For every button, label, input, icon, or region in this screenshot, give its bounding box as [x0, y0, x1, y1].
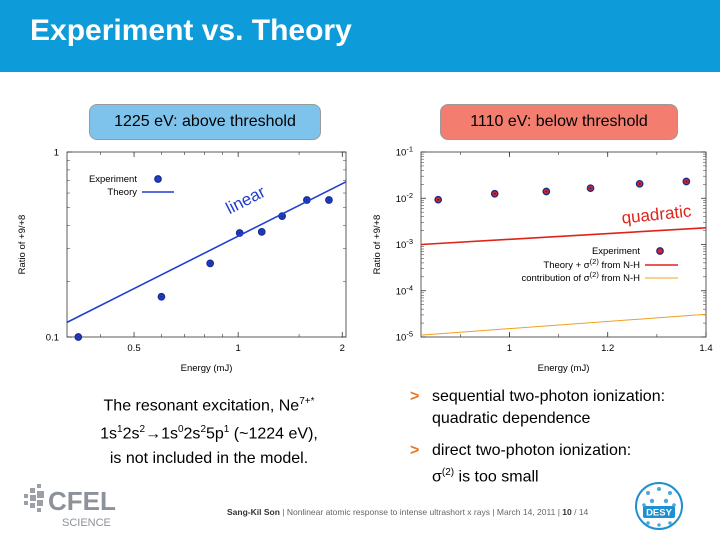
footer-total: / 14: [571, 507, 589, 517]
series-line: [66, 181, 347, 324]
plot-frame: [420, 151, 707, 338]
right-chart: 1 1.2 1.4 10-5 10-4 10-3 10-2 10-1 Energy (mJ) Ra…: [372, 145, 713, 375]
y-tick-label: 10-4: [396, 283, 413, 297]
footer-author: Sang-Kil Son: [227, 507, 280, 517]
caption-superscript: 2: [200, 424, 206, 436]
data-point-center: [589, 187, 592, 190]
x-tick-label: 0.5: [127, 343, 140, 354]
y-axis-label: Ratio of +9/+8: [17, 215, 28, 275]
y-axis-label: Ratio of +9/+8: [372, 215, 383, 275]
data-point-center: [281, 215, 284, 218]
y-tick-label: 0.1: [46, 333, 59, 344]
sigma-symbol: σ: [432, 468, 442, 486]
legend-label: Theory + σ(2) from N-H: [543, 257, 640, 271]
cfel-dots: [24, 484, 44, 512]
desy-logo-text: DESY: [646, 508, 673, 519]
x-tick-label: 2: [340, 343, 345, 354]
caption-superscript: 2: [139, 424, 146, 436]
bullet-text-tail: is too small: [454, 468, 539, 486]
data-point-center: [209, 262, 212, 265]
y-tick-label: 10-5: [396, 330, 413, 344]
caption-fragment: 5p: [206, 425, 224, 443]
cfel-logo: CFEL SCIENCE: [24, 484, 116, 529]
data-point-center: [160, 295, 163, 298]
desy-logo: DESY: [635, 482, 683, 530]
data-point-center: [437, 198, 440, 201]
bullet-list: > sequential two-photon ionization: quad…: [410, 386, 710, 498]
data-point-center: [260, 230, 263, 233]
y-tick-label: 10-1: [396, 145, 413, 159]
caption-fragment: 1s: [100, 425, 118, 443]
right-condition-label: 1110 eV: below threshold: [440, 104, 678, 140]
bullet-mark: >: [410, 388, 420, 405]
caption-superscript: 0: [177, 424, 184, 436]
caption-superscript: 1: [117, 424, 123, 436]
data-point-center: [327, 199, 330, 202]
left-condition-label: 1225 eV: above threshold: [89, 104, 321, 140]
legend-label: Experiment: [592, 246, 640, 257]
series-line: [420, 227, 707, 246]
cfel-logo-text: CFEL: [48, 486, 116, 516]
series-line: [420, 313, 707, 336]
legend-marker: [154, 175, 162, 183]
caption-fragment: (~1224 eV),: [229, 425, 318, 443]
x-tick-label: 1: [236, 343, 241, 354]
bullet-text: sequential two-photon ionization: quadra…: [432, 388, 666, 427]
legend-marker: [656, 247, 664, 255]
caption-sup: 7+*: [299, 396, 315, 407]
x-axis-label: Energy (mJ): [181, 363, 233, 374]
footer-page: 10: [562, 507, 572, 517]
legend-label: Theory: [107, 187, 137, 198]
caption-fragment: 2s: [122, 425, 140, 443]
data-point-center: [685, 180, 688, 183]
caption-fragment: →: [145, 425, 162, 443]
x-tick-label: 1.2: [601, 343, 614, 354]
caption-line2: 1s12s2→1s02s25p1 (~1224 eV),: [64, 418, 354, 446]
y-tick-label: 10-2: [396, 191, 413, 205]
x-tick-label: 1.4: [699, 343, 712, 354]
title-bar: Experiment vs. Theory: [0, 0, 720, 72]
caption-fragment: 2s: [183, 425, 201, 443]
data-point-center: [77, 336, 80, 338]
bullet-item: > sequential two-photon ionization: quad…: [410, 386, 710, 430]
x-axis-label: Energy (mJ): [538, 363, 590, 374]
slide-title: Experiment vs. Theory: [30, 14, 352, 47]
bullet-item: > direct two-photon ionization: σ(2) is …: [410, 440, 710, 488]
legend-label: contribution of σ(2) from N-H: [521, 270, 640, 284]
cfel-logo-subtext: SCIENCE: [62, 517, 111, 529]
x-tick-label: 1: [507, 343, 512, 354]
data-point-center: [238, 231, 241, 234]
data-point-center: [545, 190, 548, 193]
legend-label: Experiment: [89, 174, 137, 185]
quadratic-annotation: quadratic: [621, 201, 693, 227]
left-caption: The resonant excitation, Ne7+* 1s12s2→1s…: [64, 390, 354, 471]
bullet-mark: >: [410, 442, 420, 459]
bullet-text: direct two-photon ionization:: [432, 442, 632, 459]
caption-line1: The resonant excitation, Ne: [103, 397, 300, 415]
plot-frame: [66, 151, 347, 338]
footer: Sang-Kil Son | Nonlinear atomic response…: [227, 507, 588, 517]
data-point-center: [638, 182, 641, 185]
y-tick-label: 1: [54, 148, 59, 159]
y-tick-label: 10-3: [396, 237, 413, 251]
data-point-center: [493, 192, 496, 195]
sigma-order: (2): [441, 467, 455, 478]
caption-superscript: 1: [223, 424, 230, 436]
caption-line3: is not included in the model.: [109, 449, 309, 467]
caption-fragment: 1s: [161, 425, 178, 443]
footer-text: | Nonlinear atomic response to intense u…: [279, 507, 563, 517]
